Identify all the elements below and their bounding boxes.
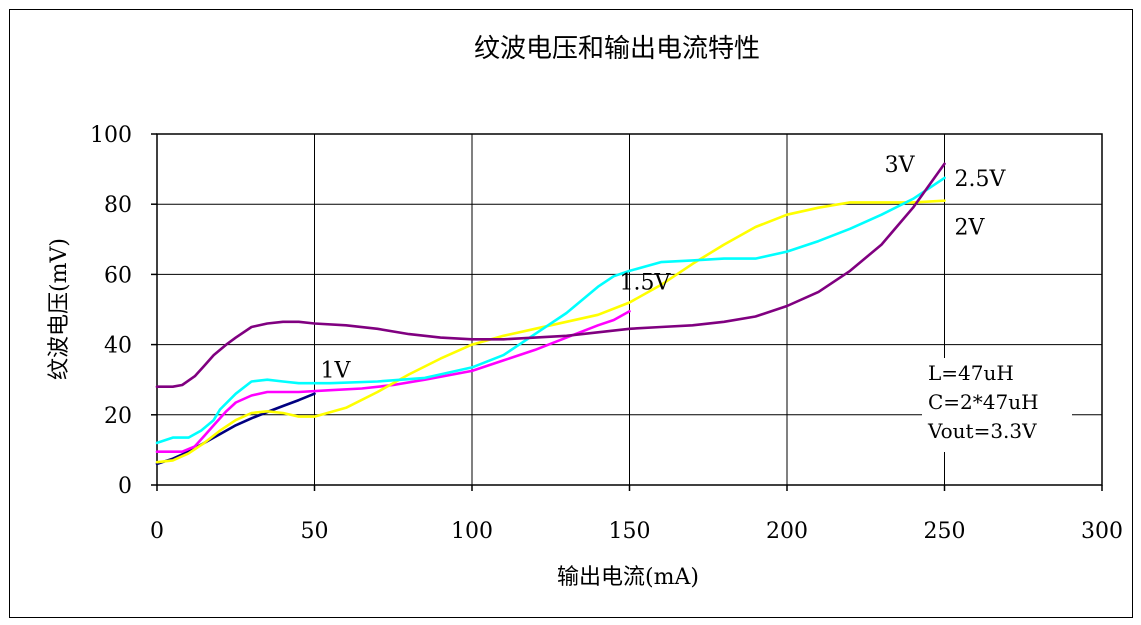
x-tick-label: 300 [1081,519,1123,544]
y-axis: 0 20 40 60 80 100 [90,123,157,499]
series-line-2_5V [155,176,946,445]
y-tick-label: 100 [90,123,132,148]
series-line-1V [155,392,316,466]
series-label: 1V [321,359,352,384]
series-line-1_5V [155,310,631,453]
y-tick-label: 40 [104,334,132,359]
y-axis-label: 纹波电压(mV) [47,238,72,380]
y-tick-label: 60 [104,263,132,288]
x-tick-label: 250 [924,519,966,544]
parameter-note: L=47uH C=2*47uH Vout=3.3V [922,358,1072,452]
series-line-3V [155,162,946,388]
series-label: 1.5V [620,270,672,295]
series-group [155,162,946,466]
x-tick-label: 100 [451,519,493,544]
note-line: C=2*47uH [928,390,1039,414]
y-tick-label: 0 [118,474,132,499]
note-line: Vout=3.3V [927,419,1037,443]
x-tick-label: 200 [766,519,808,544]
chart-title: 纹波电压和输出电流特性 [474,34,760,64]
x-tick-label: 50 [301,519,329,544]
series-label: 3V [885,153,916,178]
x-axis: 0 50 100 150 200 250 300 [150,485,1123,544]
x-axis-label: 输出电流(mA) [557,565,699,590]
x-tick-label: 0 [150,519,164,544]
note-background [922,358,1072,452]
y-tick-label: 20 [104,404,132,429]
x-tick-label: 150 [609,519,651,544]
series-label: 2V [955,216,986,241]
y-tick-label: 80 [104,193,132,218]
note-line: L=47uH [928,361,1014,385]
series-labels: 1V 1.5V 2V 2.5V 3V [321,153,1007,384]
chart-frame [9,9,1133,618]
series-label: 2.5V [955,167,1007,192]
series-line-2V [155,199,946,464]
